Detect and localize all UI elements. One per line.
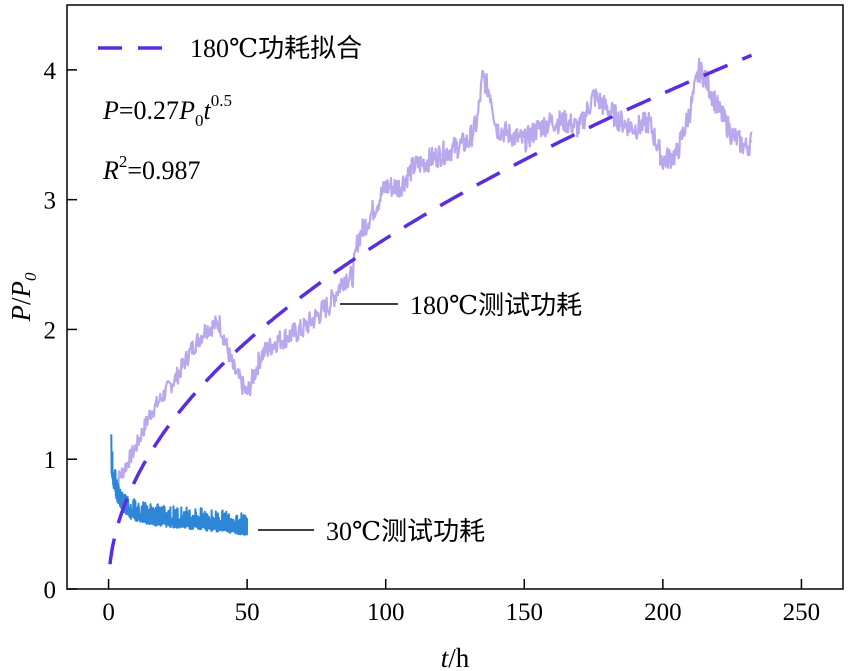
series-30-point-6 [152, 519, 154, 522]
series-180-point-46 [698, 69, 700, 71]
y-axis-label: P/P0 [6, 272, 40, 323]
series-180-point-2 [135, 445, 138, 448]
series-180-test [113, 57, 753, 491]
series-180-point-39 [606, 108, 609, 110]
series-180-point-22 [398, 185, 401, 188]
series-180-point-35 [551, 121, 553, 123]
series-180-point-16 [329, 302, 332, 305]
legend-r2: R2=0.987 [102, 152, 201, 185]
series-180-point-50 [745, 146, 747, 149]
series-180-point-41 [634, 127, 636, 130]
formula-p: P [102, 96, 119, 125]
series-180-point-45 [689, 108, 692, 110]
series-180-point-32 [509, 133, 512, 136]
series-180-point-5 [177, 374, 179, 376]
series-180-point-7 [204, 328, 207, 331]
formula-p0: P [178, 96, 195, 125]
series-30-point-0 [110, 471, 113, 474]
series-180-point-26 [454, 146, 456, 149]
series-180-point-1 [121, 471, 124, 474]
r2-sup: 2 [119, 152, 128, 171]
series-180-point-30 [490, 95, 492, 97]
series-180-point-25 [440, 153, 442, 156]
r2-value: =0.987 [127, 156, 200, 185]
series-180-point-37 [578, 127, 581, 130]
series-180-point-19 [357, 237, 359, 240]
y-tick-label-4: 4 [44, 58, 57, 85]
series-180-point-27 [468, 140, 470, 143]
series-180-point-31 [495, 127, 498, 130]
axis-layer: 0 50 100 150 200 250 0 1 2 3 4 [44, 58, 821, 626]
series-30-point-11 [218, 525, 221, 528]
series-30-point-10 [204, 524, 207, 527]
series-180-point-28 [476, 121, 478, 123]
y-tick-label-0: 0 [44, 577, 57, 604]
series-30-point-1 [113, 484, 115, 486]
callout-label-180: 180℃测试功耗 [410, 291, 582, 320]
x-tick-label-0: 0 [102, 599, 115, 626]
series-180-point-8 [218, 322, 221, 324]
x-tick-label-5: 250 [783, 599, 821, 626]
series-180-point-10 [246, 393, 248, 396]
series-180-point-48 [717, 108, 720, 110]
formula-exp: 0.5 [211, 91, 232, 110]
series-layer [108, 53, 753, 565]
series-30-point-13 [246, 529, 248, 532]
series-180-point-13 [287, 335, 290, 337]
series-30-point-4 [129, 512, 132, 515]
series-180-point-20 [371, 211, 373, 214]
series-180-point-11 [260, 354, 262, 357]
series-30-point-12 [232, 527, 235, 529]
x-tick-label-4: 200 [644, 599, 682, 626]
series-180-point-44 [675, 153, 678, 156]
series-180-point-3 [149, 413, 151, 415]
legend: 180℃功耗拟合 P=0.27P0t0.5 R2=0.987 [98, 34, 362, 185]
series-180-point-40 [620, 121, 623, 123]
series-180-point-29 [481, 75, 484, 78]
callout-label-30: 30℃测试功耗 [326, 517, 485, 546]
series-180-point-33 [523, 140, 526, 143]
series-30-point-2 [116, 494, 118, 497]
formula-t: t [203, 96, 211, 125]
series-30-point-7 [163, 520, 165, 523]
series-180-point-43 [662, 159, 664, 162]
series-180-point-34 [537, 127, 539, 130]
series-180-point-23 [412, 166, 415, 169]
series-180-point-14 [301, 328, 304, 331]
series-180-point-15 [315, 315, 318, 318]
series-180-point-24 [426, 159, 429, 162]
y-tick-label-3: 3 [44, 188, 57, 215]
series-30-point-8 [177, 522, 179, 524]
series-180-point-18 [351, 276, 354, 279]
series-30-point-5 [141, 516, 143, 519]
plot-frame [66, 4, 844, 590]
series-180-point-9 [232, 367, 235, 370]
y-tick-label-1: 1 [44, 447, 57, 474]
x-tick-label-2: 100 [367, 599, 405, 626]
series-180-point-17 [343, 276, 345, 279]
series-30-point-9 [190, 523, 193, 525]
series-180-point-49 [731, 133, 733, 136]
series-180-point-21 [384, 185, 387, 188]
series-180-point-42 [648, 121, 650, 123]
series-180-fit [108, 53, 753, 565]
legend-formula: P=0.27P0t0.5 [102, 91, 232, 130]
series-180-point-36 [565, 121, 567, 123]
series-30-test [110, 434, 249, 536]
formula-p0-sub: 0 [195, 111, 204, 130]
series-180-point-6 [190, 348, 193, 350]
series-180-point-38 [592, 95, 595, 97]
series-180-point-51 [750, 140, 753, 143]
x-tick-label-3: 150 [506, 599, 544, 626]
series-180-point-12 [274, 341, 276, 344]
legend-label: 180℃功耗拟合 [190, 34, 362, 63]
x-tick-label-1: 50 [235, 599, 260, 626]
series-180-point-4 [163, 393, 165, 396]
y-tick-label-2: 2 [44, 317, 57, 344]
r2-r: R [102, 156, 119, 185]
formula-coef: =0.27 [119, 96, 179, 125]
x-axis-label: t/h [441, 643, 470, 671]
